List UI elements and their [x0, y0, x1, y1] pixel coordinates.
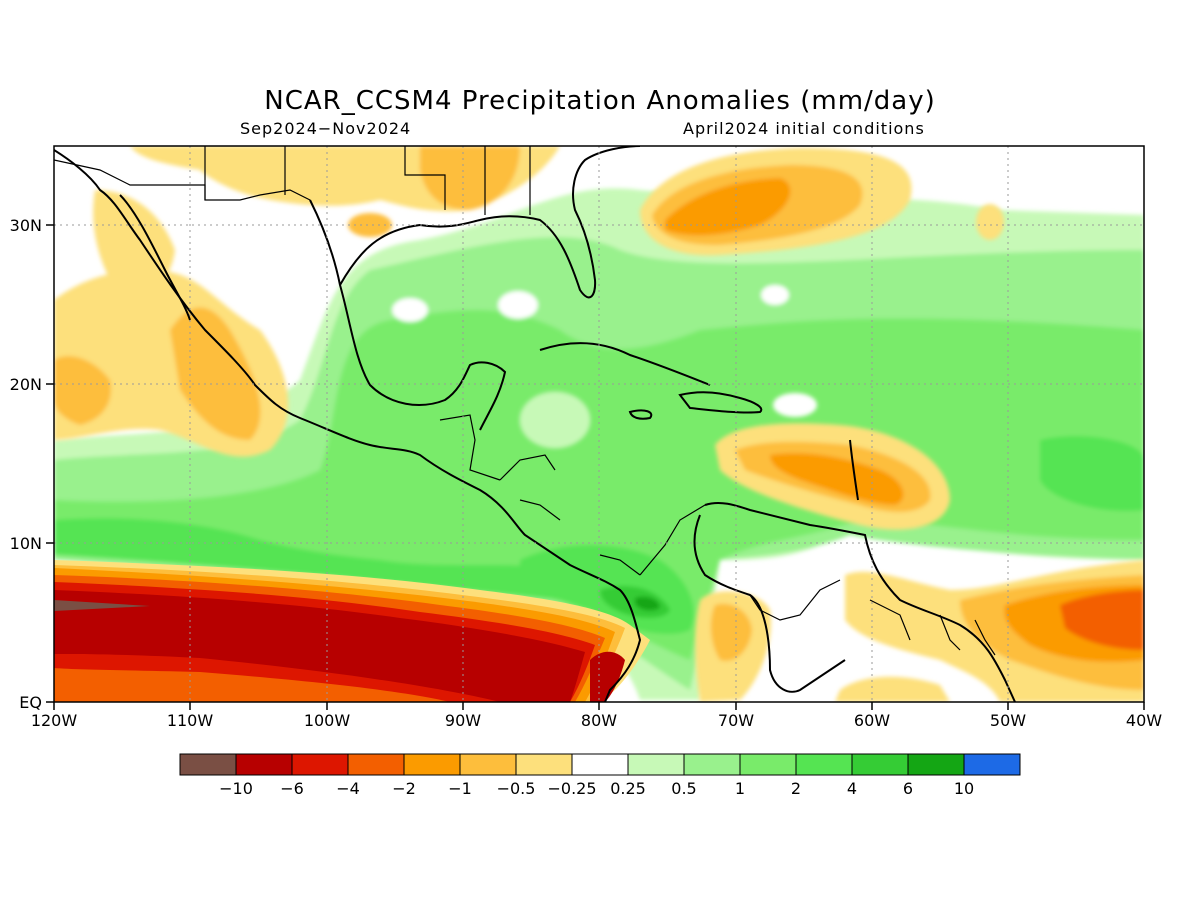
colorbar-label: −10 [219, 779, 253, 798]
lon-label: 60W [854, 711, 890, 730]
colorbar-swatch [571, 753, 629, 776]
colorbar-legend: −10 −6 −4 −2 −1 −0.5 −0.25 0.25 0.5 1 2 4 6 10 [179, 753, 1021, 798]
lat-label: 10N [10, 534, 42, 553]
colorbar-label: 1 [735, 779, 745, 798]
lat-label: 30N [10, 216, 42, 235]
lon-label: 40W [1126, 711, 1162, 730]
colorbar-label: −2 [392, 779, 416, 798]
colorbar-swatch [347, 753, 405, 776]
colorbar-swatch [403, 753, 461, 776]
colorbar-swatch [851, 753, 909, 776]
colorbar-swatch [795, 753, 853, 776]
colorbar-swatch [907, 753, 965, 776]
colorbar-label: 0.25 [610, 779, 646, 798]
colorbar-label: −6 [280, 779, 304, 798]
colorbar-label: −4 [336, 779, 360, 798]
lon-label: 80W [581, 711, 617, 730]
colorbar-label: −0.25 [547, 779, 596, 798]
lon-label: 70W [718, 711, 754, 730]
colorbar-label: 2 [791, 779, 801, 798]
colorbar-label: 0.5 [671, 779, 696, 798]
colorbar-label: −0.5 [497, 779, 536, 798]
colorbar-swatch [627, 753, 685, 776]
colorbar-label: 6 [903, 779, 913, 798]
colorbar-swatch [459, 753, 517, 776]
lat-label: 20N [10, 375, 42, 394]
colorbar-swatch [515, 753, 573, 776]
latitude-labels: EQ 10N 20N 30N [10, 216, 42, 712]
tick-marks [46, 224, 1145, 710]
gridlines [54, 146, 1144, 702]
lon-label: 50W [990, 711, 1026, 730]
colorbar-swatch [291, 753, 349, 776]
colorbar-label: −1 [448, 779, 472, 798]
lat-label: EQ [19, 693, 42, 712]
lon-label: 110W [167, 711, 214, 730]
colorbar-swatch [963, 753, 1021, 776]
lon-label: 100W [304, 711, 351, 730]
colorbar-label: 4 [847, 779, 857, 798]
longitude-labels: 120W 110W 100W 90W 80W 70W 60W 50W 40W [31, 711, 1162, 730]
coastlines [54, 146, 1016, 702]
country-borders [54, 146, 996, 656]
colorbar-swatch [235, 753, 293, 776]
map-title: NCAR_CCSM4 Precipitation Anomalies (mm/d… [264, 86, 936, 116]
season-subtitle: Sep2024−Nov2024 [240, 119, 412, 138]
lon-label: 120W [31, 711, 78, 730]
initial-conditions-subtitle: April2024 initial conditions [683, 119, 925, 138]
colorbar-swatch [683, 753, 741, 776]
colorbar-swatch [179, 753, 237, 776]
colorbar-label: 10 [954, 779, 974, 798]
colorbar-swatch [739, 753, 797, 776]
lon-label: 90W [445, 711, 481, 730]
